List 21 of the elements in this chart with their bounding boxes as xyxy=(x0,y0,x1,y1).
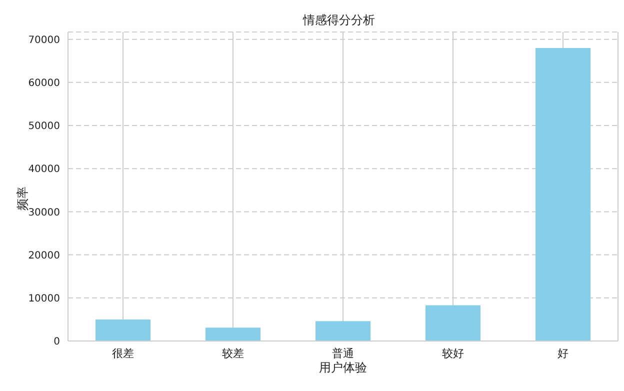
x-tick-label: 较好 xyxy=(442,346,464,360)
y-tick-label: 60000 xyxy=(28,78,60,89)
y-tick-label: 30000 xyxy=(28,207,60,218)
x-axis-title: 用户体验 xyxy=(319,360,367,375)
y-axis-title: 频率 xyxy=(15,186,30,210)
y-tick-label: 70000 xyxy=(28,34,60,46)
bar xyxy=(536,48,590,341)
x-tick-label: 普通 xyxy=(332,346,354,360)
bar xyxy=(96,319,150,341)
y-tick-label: 0 xyxy=(54,336,60,348)
chart-title: 情感得分分析 xyxy=(302,12,376,29)
y-tick-label: 20000 xyxy=(28,250,60,262)
y-tick-label: 40000 xyxy=(28,164,60,176)
bar xyxy=(426,305,480,341)
x-tick-label: 较差 xyxy=(222,346,244,360)
y-tick-label: 50000 xyxy=(28,121,60,132)
x-tick-label: 好 xyxy=(558,346,568,360)
x-tick-label: 很差 xyxy=(112,346,134,360)
bar xyxy=(206,328,260,341)
bar xyxy=(316,321,370,341)
y-tick-label: 10000 xyxy=(28,293,60,304)
